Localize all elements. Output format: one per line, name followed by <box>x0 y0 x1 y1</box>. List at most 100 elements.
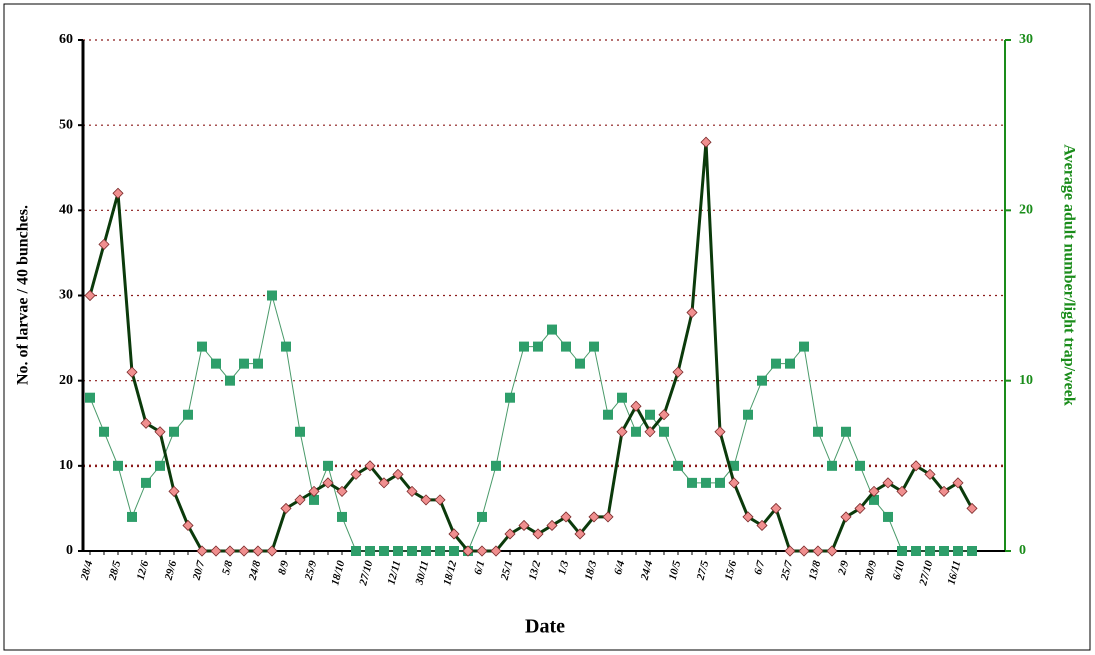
y2-tick-label: 20 <box>1019 203 1033 218</box>
data-point <box>854 502 866 514</box>
data-point <box>924 468 936 480</box>
data-point <box>589 341 599 352</box>
data-point <box>532 528 544 540</box>
data-point <box>112 187 124 199</box>
data-point <box>813 426 823 437</box>
data-point <box>350 468 362 480</box>
data-point <box>925 546 935 556</box>
y2-tick-label: 0 <box>1019 543 1026 558</box>
x-tick-label: 6/7 <box>752 559 767 576</box>
x-tick-label: 28/4 <box>78 559 95 582</box>
data-point <box>420 494 432 506</box>
data-point <box>771 358 781 369</box>
data-point <box>631 426 641 437</box>
data-point <box>868 485 880 497</box>
data-point <box>309 494 319 505</box>
data-point <box>266 545 278 557</box>
data-point <box>686 306 698 319</box>
data-point <box>840 511 852 523</box>
x-tick-label: 20/7 <box>190 559 207 582</box>
data-point <box>308 485 320 497</box>
data-point <box>211 358 221 369</box>
x-axis-label: Date <box>525 616 565 638</box>
data-point <box>869 494 879 505</box>
x-tick-label: 2/9 <box>836 559 852 577</box>
data-point <box>281 341 291 352</box>
data-point <box>561 341 571 352</box>
data-point <box>98 238 110 250</box>
x-tick-label: 1/3 <box>556 559 571 576</box>
x-tick-label: 27/5 <box>694 559 711 582</box>
x-tick-label: 6/10 <box>891 559 908 581</box>
data-point <box>449 546 459 556</box>
data-point <box>182 519 194 532</box>
x-tick-label: 24/8 <box>246 559 263 582</box>
data-point <box>812 545 824 557</box>
x-tick-label: 6/4 <box>612 559 627 576</box>
data-point <box>574 528 586 540</box>
data-point <box>560 511 572 523</box>
x-tick-label: 10/5 <box>667 559 684 581</box>
data-point <box>897 546 907 556</box>
data-point <box>967 546 977 556</box>
data-point <box>911 546 921 556</box>
data-point <box>183 409 193 420</box>
data-point <box>966 502 978 514</box>
data-point <box>728 477 740 489</box>
x-tick-label: 13/8 <box>807 559 824 581</box>
data-point <box>616 426 628 438</box>
x-tick-label: 6/1 <box>472 559 487 576</box>
y-tick-label: 10 <box>59 458 73 473</box>
data-point <box>630 400 642 412</box>
data-point <box>434 494 446 506</box>
data-point <box>169 426 179 437</box>
data-point <box>882 477 894 489</box>
data-point <box>141 477 151 488</box>
data-point <box>476 545 488 557</box>
x-tick-label: 28/5 <box>106 559 123 582</box>
data-point <box>392 468 404 480</box>
data-point <box>504 528 516 540</box>
data-point <box>938 485 950 497</box>
data-point <box>546 519 558 532</box>
data-point <box>701 477 711 488</box>
data-point <box>757 375 767 386</box>
data-point <box>365 546 375 556</box>
data-point <box>952 477 964 489</box>
data-point <box>253 358 263 369</box>
data-point <box>294 494 306 506</box>
x-tick-label: 29/6 <box>162 559 179 582</box>
data-point <box>239 358 249 369</box>
data-point <box>729 460 739 471</box>
data-point <box>645 409 655 420</box>
data-point <box>337 511 347 522</box>
x-tick-label: 25/9 <box>302 559 319 582</box>
data-point <box>224 545 236 557</box>
x-tick-label: 5/8 <box>220 559 235 576</box>
data-point <box>238 545 250 557</box>
data-point <box>197 341 207 352</box>
data-point <box>603 409 613 420</box>
data-point <box>490 545 502 557</box>
data-point <box>896 485 908 497</box>
data-point <box>883 511 893 522</box>
data-point <box>99 426 109 437</box>
data-point <box>267 290 277 301</box>
data-point <box>406 485 418 497</box>
data-point <box>785 358 795 369</box>
data-point <box>784 545 796 557</box>
data-point <box>351 546 361 556</box>
x-tick-label: 12/6 <box>135 559 152 581</box>
y2-axis-label: Average adult number/light trap/week <box>1060 144 1077 406</box>
y-tick-label: 40 <box>59 203 73 218</box>
data-point <box>155 460 165 471</box>
data-point <box>756 519 768 532</box>
data-point <box>127 511 137 522</box>
data-point <box>617 392 627 403</box>
data-point <box>841 426 851 437</box>
x-tick-label: 20/9 <box>862 559 879 582</box>
data-point <box>742 511 754 523</box>
data-point <box>336 485 348 497</box>
data-point <box>252 545 264 557</box>
data-point <box>518 519 530 532</box>
